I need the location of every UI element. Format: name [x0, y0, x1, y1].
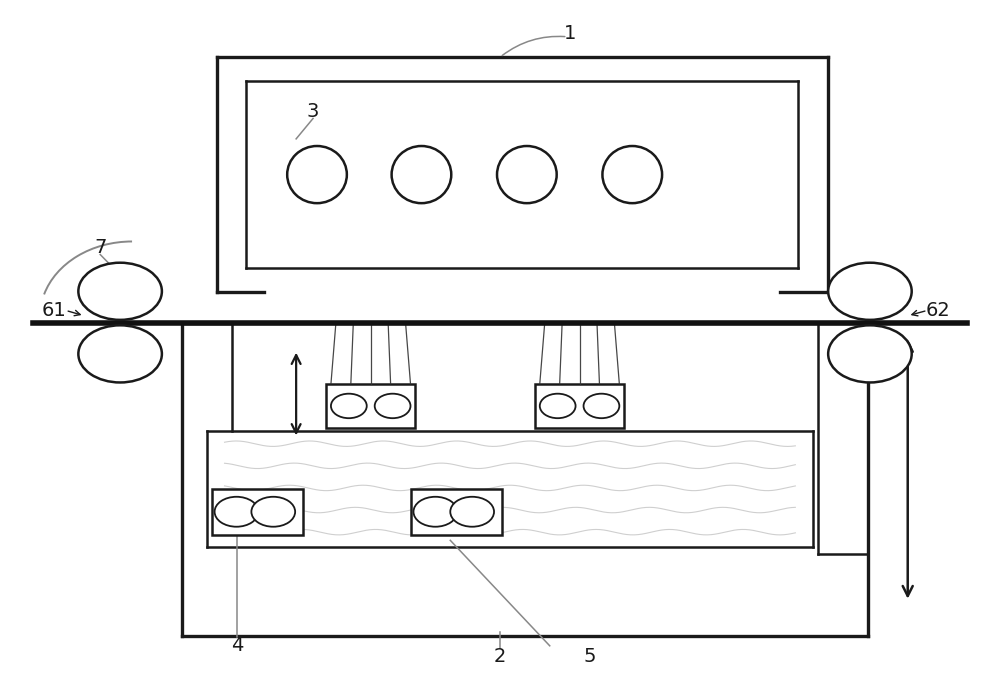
Circle shape	[78, 325, 162, 383]
Circle shape	[331, 394, 367, 418]
Circle shape	[215, 497, 258, 527]
Bar	[212, 488, 303, 535]
Bar	[535, 384, 624, 428]
Circle shape	[540, 394, 576, 418]
Text: 4: 4	[231, 637, 244, 655]
Circle shape	[78, 263, 162, 320]
Ellipse shape	[497, 146, 557, 203]
Ellipse shape	[392, 146, 451, 203]
Circle shape	[413, 497, 457, 527]
Circle shape	[828, 263, 912, 320]
Text: 2: 2	[494, 646, 506, 665]
Circle shape	[584, 394, 619, 418]
Circle shape	[375, 394, 411, 418]
Bar	[326, 384, 415, 428]
Text: 62: 62	[925, 301, 950, 320]
Text: 5: 5	[583, 646, 596, 665]
Text: 61: 61	[42, 301, 67, 320]
Text: 1: 1	[563, 24, 576, 43]
Circle shape	[828, 325, 912, 383]
Text: 3: 3	[307, 102, 319, 121]
Ellipse shape	[287, 146, 347, 203]
Circle shape	[450, 497, 494, 527]
Ellipse shape	[602, 146, 662, 203]
Bar	[411, 488, 502, 535]
Text: 7: 7	[94, 238, 106, 257]
Circle shape	[251, 497, 295, 527]
